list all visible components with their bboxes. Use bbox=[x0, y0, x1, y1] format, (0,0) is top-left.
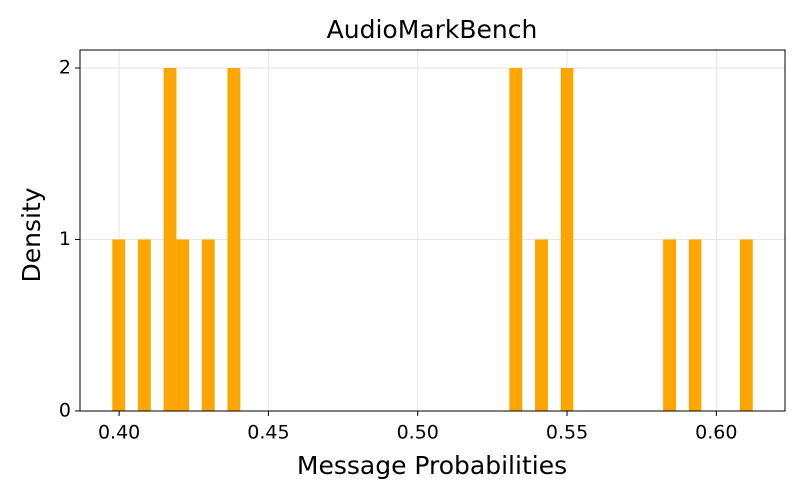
bar bbox=[560, 68, 574, 411]
bar bbox=[176, 239, 189, 411]
bar bbox=[201, 239, 215, 411]
chart-title: AudioMarkBench bbox=[327, 15, 538, 44]
bar bbox=[663, 239, 677, 411]
bar bbox=[535, 239, 548, 411]
bar bbox=[137, 239, 151, 411]
bar bbox=[509, 68, 523, 411]
plot-frame bbox=[79, 49, 786, 412]
x-tick-label: 0.60 bbox=[695, 422, 737, 444]
y-axis-label: Density bbox=[17, 187, 46, 282]
bar bbox=[227, 68, 241, 411]
bar bbox=[688, 239, 702, 411]
x-tick-label: 0.50 bbox=[397, 422, 439, 444]
x-tick-label: 0.55 bbox=[546, 422, 588, 444]
x-tick-label: 0.40 bbox=[98, 422, 140, 444]
x-axis-label: Message Probabilities bbox=[297, 451, 567, 480]
y-tick-label: 2 bbox=[59, 57, 71, 79]
y-tick-label: 1 bbox=[59, 228, 71, 250]
bar bbox=[163, 68, 177, 411]
bar bbox=[739, 239, 753, 411]
y-tick-label: 0 bbox=[59, 400, 71, 422]
bar bbox=[112, 239, 126, 411]
x-tick-label: 0.45 bbox=[247, 422, 289, 444]
